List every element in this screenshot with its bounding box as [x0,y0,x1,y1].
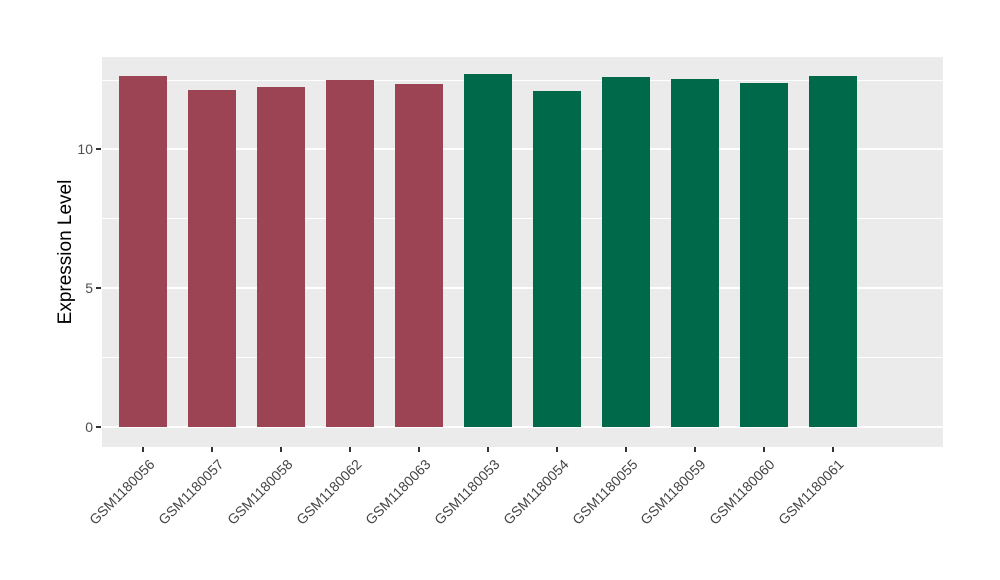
x-tick-mark [418,447,421,452]
bar-GSM1180060 [739,82,788,427]
x-tick-mark [487,447,490,452]
y-tick-label: 5 [85,280,93,297]
x-tick-mark [831,447,834,452]
bar-GSM1180059 [670,78,719,427]
bar-GSM1180061 [808,75,857,427]
x-tick-mark [762,447,765,452]
major-gridline [102,426,943,428]
bar-GSM1180053 [463,74,513,427]
x-tick-mark [211,447,214,452]
x-tick-label-GSM1180063: GSM1180063 [361,456,434,528]
x-tick-label-GSM1180056: GSM1180056 [86,456,158,528]
x-tick-label-GSM1180061: GSM1180061 [775,456,848,528]
minor-gridline [102,218,943,220]
x-tick-mark [555,447,558,452]
y-tick-label: 0 [85,419,93,435]
x-tick-mark [280,447,283,452]
y-tick-mark [96,287,101,290]
x-tick-mark [349,447,352,452]
bar-GSM1180058 [257,86,306,427]
minor-gridline [102,79,943,81]
bar-GSM1180062 [326,80,375,427]
x-tick-label-GSM1180058: GSM1180058 [223,456,296,528]
x-tick-label-GSM1180062: GSM1180062 [292,456,365,528]
x-tick-mark [624,447,627,452]
bar-GSM1180057 [188,89,237,427]
bar-GSM1180055 [601,77,651,427]
x-tick-label-GSM1180057: GSM1180057 [154,456,227,528]
bar-GSM1180056 [119,75,168,427]
y-tick-label: 10 [77,141,93,158]
y-tick-mark [96,148,101,151]
y-tick-mark [96,426,101,428]
bar-GSM1180063 [394,84,444,427]
x-tick-label-GSM1180053: GSM1180053 [430,456,503,528]
x-tick-label-GSM1180059: GSM1180059 [637,456,710,528]
y-axis-title: Expression Level [55,179,76,325]
x-tick-mark [142,447,145,452]
major-gridline [102,148,943,151]
major-gridline [102,287,943,290]
minor-gridline [102,357,943,359]
x-tick-label-GSM1180060: GSM1180060 [706,456,779,528]
x-tick-label-GSM1180055: GSM1180055 [568,456,641,528]
bar-GSM1180054 [532,91,582,427]
x-tick-mark [693,447,696,452]
x-tick-label-GSM1180054: GSM1180054 [499,456,572,528]
plot-panel [102,57,943,447]
